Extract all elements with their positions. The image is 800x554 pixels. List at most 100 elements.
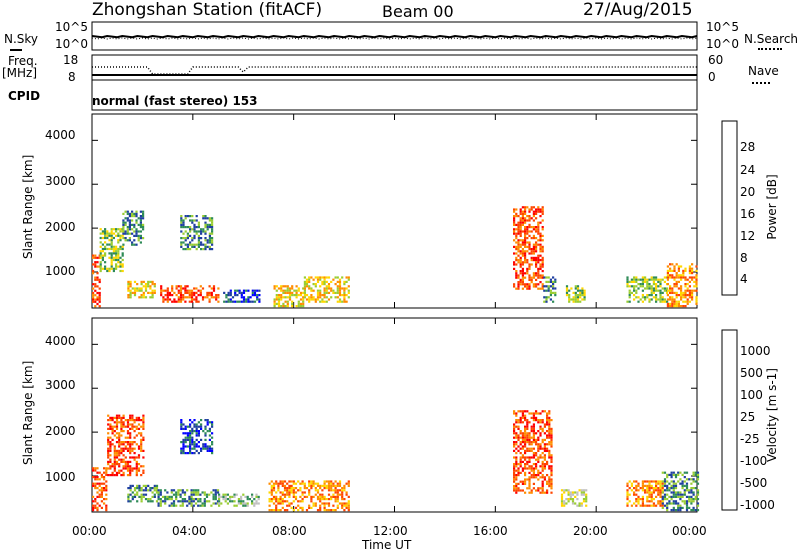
- power-scatter-cell: [99, 254, 102, 257]
- velocity-scatter-cell: [528, 438, 531, 441]
- power-scatter-cell: [142, 226, 145, 229]
- velocity-scatter-cell: [100, 482, 103, 485]
- velocity-scatter-cell: [663, 480, 667, 483]
- power-scatter-cell: [675, 296, 678, 299]
- velocity-scatter-cell: [153, 493, 156, 496]
- velocity-scatter-cell: [270, 480, 273, 483]
- power-scatter-cell: [110, 247, 113, 251]
- velocity-scatter-cell: [301, 498, 304, 501]
- velocity-scatter-cell: [685, 506, 689, 509]
- power-scatter-cell: [515, 287, 518, 290]
- velocity-scatter-cell: [648, 493, 651, 496]
- velocity-scatter-cell: [677, 493, 680, 496]
- velocity-scatter-cell: [140, 493, 143, 496]
- velocity-scatter-cell: [548, 441, 551, 444]
- power-scatter-cell: [182, 232, 185, 235]
- velocity-scatter-cell: [515, 463, 518, 466]
- velocity-scatter-cell: [341, 491, 344, 494]
- power-scatter-cell: [127, 294, 130, 297]
- velocity-scatter-cell: [122, 425, 125, 428]
- power-scatter-cell: [517, 250, 520, 253]
- velocity-scatter-cell: [109, 416, 112, 419]
- velocity-scatter-cell: [275, 506, 278, 509]
- power-scatter-cell: [199, 291, 202, 294]
- power-scatter-cell: [513, 263, 516, 266]
- power-scatter-cell: [519, 223, 522, 226]
- power-scatter-cell: [539, 234, 542, 237]
- power-scatter-cell: [117, 234, 120, 237]
- power-scatter-cell: [633, 280, 636, 283]
- velocity-scatter-cell: [546, 491, 549, 494]
- velocity-scatter-cell: [129, 456, 132, 459]
- velocity-scatter-cell: [666, 504, 669, 507]
- power-scatter-cell: [133, 230, 136, 233]
- velocity-scatter-cell: [98, 478, 101, 481]
- velocity-scatter-cell: [197, 498, 200, 501]
- power-scatter-cell: [633, 285, 636, 288]
- velocity-scatter-cell: [204, 445, 207, 448]
- velocity-scatter-cell: [131, 427, 134, 430]
- velocity-scatter-cell: [659, 491, 662, 494]
- power-scatter-cell: [524, 230, 527, 233]
- velocity-scatter-cell: [541, 441, 544, 444]
- velocity-scatter-cell: [92, 469, 95, 472]
- velocity-scatter-cell: [189, 436, 192, 439]
- velocity-scatter-cell: [182, 449, 185, 452]
- power-scatter-cell: [139, 234, 142, 237]
- power-scatter-cell: [537, 206, 540, 209]
- velocity-scatter-cell: [537, 487, 540, 490]
- velocity-scatter-cell: [345, 482, 348, 485]
- velocity-scatter-cell: [347, 500, 350, 503]
- velocity-scatter-cell: [312, 504, 315, 507]
- velocity-scatter-cell: [563, 500, 566, 503]
- power-scatter-cell: [688, 265, 691, 268]
- power-scatter-cell: [206, 223, 209, 226]
- power-scatter-cell: [277, 287, 281, 290]
- velocity-scatter-cell: [96, 506, 99, 509]
- power-scatter-cell: [537, 239, 540, 242]
- power-scatter-cell: [517, 281, 520, 284]
- power-scatter-cell: [256, 298, 259, 301]
- power-scatter-cell: [211, 221, 214, 224]
- power-scatter-cell: [104, 232, 107, 235]
- power-scatter-cell: [147, 291, 150, 294]
- velocity-scatter-cell: [537, 489, 540, 492]
- velocity-scatter-cell: [334, 487, 337, 490]
- velocity-scatter-cell: [94, 478, 97, 481]
- velocity-scatter-cell: [569, 491, 572, 494]
- velocity-scatter-cell: [635, 493, 638, 496]
- power-scatter-cell: [211, 228, 214, 231]
- velocity-scatter-cell: [513, 465, 516, 468]
- velocity-scatter-cell: [182, 438, 185, 441]
- velocity-scatter-cell: [694, 473, 697, 476]
- velocity-scatter-cell: [122, 458, 125, 461]
- velocity-scatter-cell: [138, 487, 141, 490]
- velocity-scatter-cell: [343, 498, 346, 501]
- velocity-scatter-cell: [582, 500, 586, 503]
- velocity-scatter-cell: [107, 460, 110, 463]
- velocity-scatter-cell: [650, 487, 653, 490]
- power-scatter-cell: [302, 296, 305, 299]
- velocity-scatter-cell: [641, 498, 644, 501]
- velocity-scatter-cell: [211, 447, 214, 450]
- power-scatter-cell: [543, 276, 546, 279]
- velocity-scatter-cell: [107, 449, 110, 452]
- power-scatter-cell: [652, 278, 655, 281]
- power-scatter-cell: [282, 289, 285, 292]
- power-scatter-cell: [136, 283, 139, 286]
- power-scatter-cell: [513, 285, 516, 288]
- power-scatter-cell: [325, 289, 328, 292]
- velocity-scatter-cell: [668, 489, 671, 492]
- power-scatter-cell: [655, 276, 658, 279]
- velocity-scatter-cell: [513, 449, 516, 452]
- velocity-scatter-cell: [641, 489, 644, 492]
- velocity-scatter-cell: [670, 476, 673, 479]
- power-scatter-cell: [521, 212, 524, 215]
- velocity-scatter-cell: [526, 432, 529, 435]
- velocity-scatter-cell: [268, 491, 271, 494]
- power-scatter-cell: [204, 296, 207, 299]
- velocity-scatter-cell: [679, 491, 682, 494]
- velocity-scatter-cell: [515, 491, 518, 494]
- power-scatter-cell: [101, 256, 104, 259]
- velocity-scatter-cell: [565, 489, 568, 492]
